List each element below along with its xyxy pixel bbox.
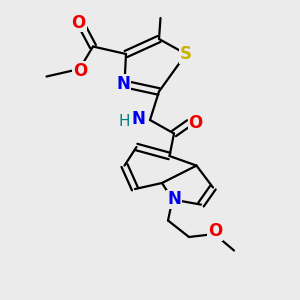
Text: O: O <box>73 61 87 80</box>
Text: S: S <box>180 45 192 63</box>
Text: O: O <box>71 14 86 32</box>
Text: N: N <box>116 75 130 93</box>
Text: O: O <box>188 114 203 132</box>
Text: N: N <box>131 110 145 128</box>
Text: O: O <box>208 222 222 240</box>
Text: N: N <box>167 190 181 208</box>
Text: H: H <box>119 114 130 129</box>
